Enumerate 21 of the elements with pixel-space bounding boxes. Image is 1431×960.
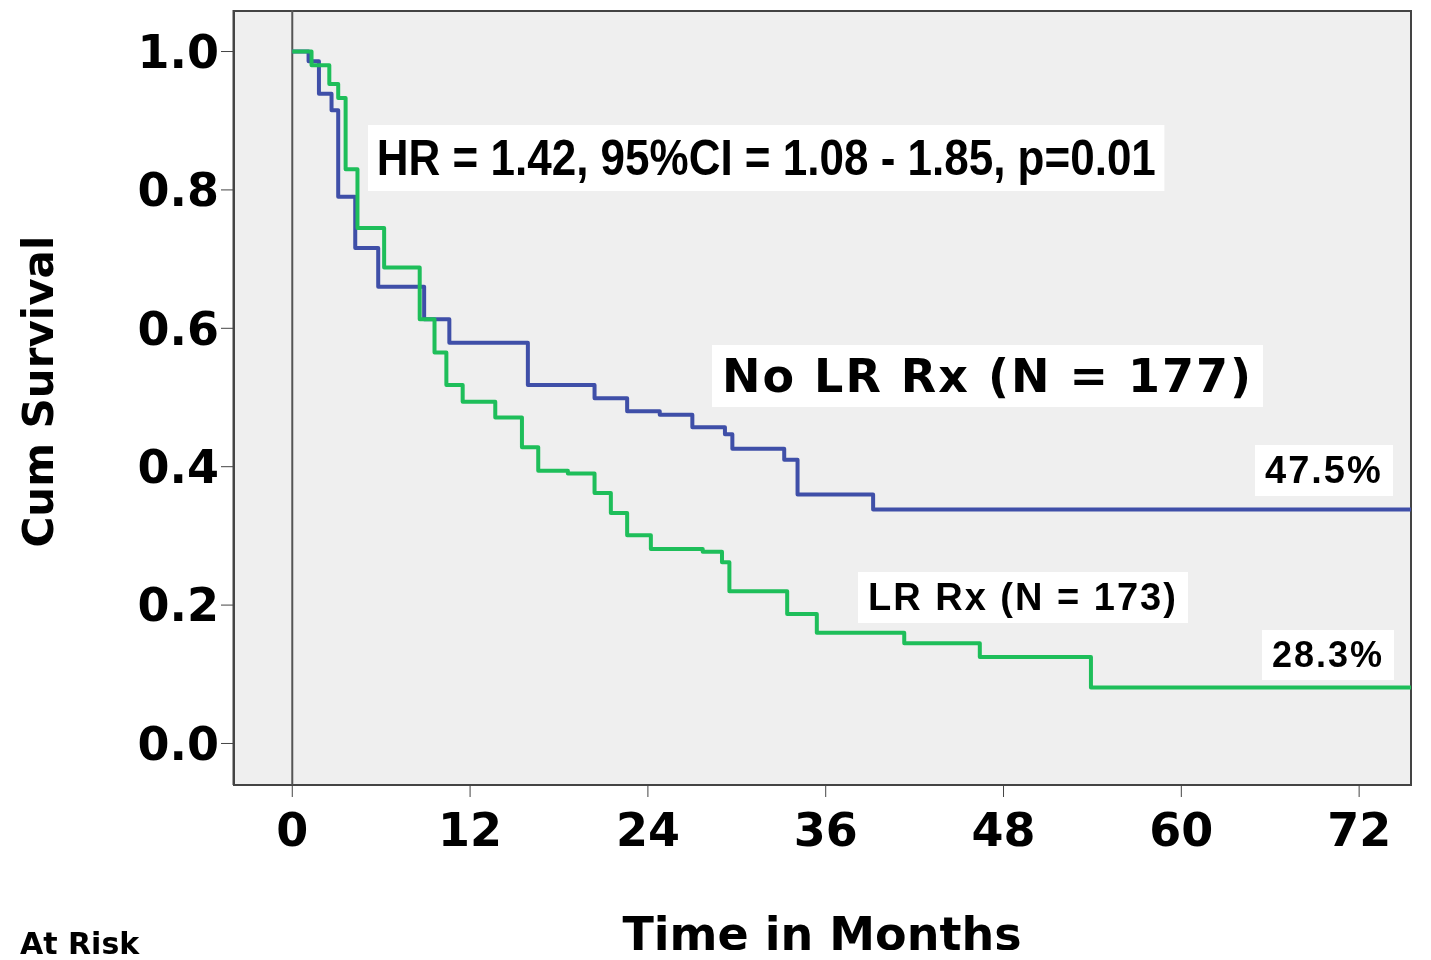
- annotation: 47.5%: [1255, 445, 1393, 496]
- x-tick-label: 72: [1327, 802, 1392, 857]
- y-tick-label: 1.0: [137, 24, 219, 79]
- y-tick-label: 0.0: [137, 716, 219, 771]
- y-tick-label: 0.4: [137, 440, 219, 495]
- annotation: 28.3%: [1262, 630, 1395, 680]
- y-axis-title: Cum Survival: [13, 235, 63, 548]
- x-tick-label: 36: [793, 802, 858, 857]
- y-tick-label: 0.8: [137, 163, 219, 218]
- series-label: LR Rx (N = 173): [858, 572, 1188, 623]
- x-tick-label: 60: [1149, 802, 1214, 857]
- series-label: No LR Rx (N = 177): [712, 345, 1264, 407]
- y-tick-label: 0.6: [137, 301, 219, 356]
- x-tick-label: 12: [438, 802, 503, 857]
- annotation: HR = 1.42, 95%CI = 1.08 - 1.85, p=0.01: [368, 125, 1165, 191]
- y-tick-label: 0.2: [137, 578, 219, 633]
- x-tick-label: 0: [276, 802, 309, 857]
- x-tick-label: 48: [971, 802, 1036, 857]
- x-axis-title: Time in Months: [622, 907, 1022, 960]
- x-tick-label: 24: [615, 802, 680, 857]
- text: At Risk: [19, 925, 141, 960]
